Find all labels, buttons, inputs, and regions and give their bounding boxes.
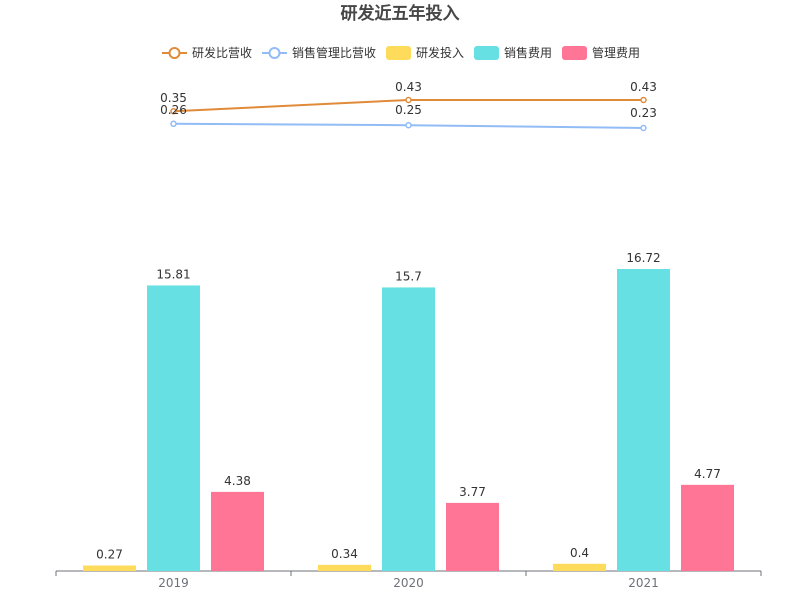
x-tick-label: 2020 (393, 576, 424, 590)
line-value-label: 0.43 (395, 80, 422, 94)
bar (446, 502, 499, 571)
bar (382, 287, 435, 571)
legend-swatch-icon (474, 46, 499, 60)
bar (147, 285, 200, 571)
line-point (640, 96, 647, 104)
line-point (405, 96, 412, 104)
bar-value-label: 15.81 (156, 267, 190, 281)
bar-value-label: 15.7 (395, 269, 422, 283)
x-tick-label: 2021 (628, 576, 659, 590)
line-point (405, 121, 412, 129)
legend-label: 研发比营收 (192, 45, 252, 60)
lines: 0.35 0.43 0.43 0.26 0.25 0.23 (160, 80, 657, 132)
bar-value-label: 16.72 (626, 251, 660, 265)
legend-swatch-icon (562, 46, 587, 60)
bar (681, 484, 734, 571)
line-value-label: 0.26 (160, 103, 187, 117)
legend: 研发比营收 销售管理比营收 研发投入 销售费用 管理费用 (162, 45, 640, 60)
line-value-label: 0.25 (395, 103, 422, 117)
chart-title: 研发近五年投入 (341, 3, 460, 24)
bar-value-label: 4.38 (224, 474, 251, 488)
legend-item[interactable]: 研发比营收 (162, 45, 252, 60)
line-point (170, 120, 177, 128)
bar-value-label: 0.34 (331, 547, 358, 561)
legend-circle-icon (268, 47, 281, 59)
bar (211, 491, 264, 571)
x-axis: 2019 2020 2021 (55, 570, 762, 590)
bar (318, 564, 371, 571)
bars: 0.27 0.34 0.4 15.81 15.7 16.72 4.38 3.77 4.77 (83, 251, 734, 571)
legend-label: 销售费用 (504, 45, 552, 60)
legend-label: 管理费用 (592, 45, 640, 60)
x-tick-label: 2019 (158, 576, 189, 590)
legend-item[interactable]: 销售费用 (474, 45, 552, 60)
bar-value-label: 4.77 (694, 467, 721, 481)
legend-item[interactable]: 研发投入 (386, 45, 464, 60)
legend-label: 研发投入 (416, 45, 464, 60)
line-value-label: 0.35 (160, 91, 187, 105)
line-point (170, 107, 177, 115)
legend-circle-icon (168, 47, 181, 59)
legend-swatch-icon (386, 46, 411, 60)
legend-item[interactable]: 销售管理比营收 (262, 45, 376, 60)
bar-value-label: 0.27 (96, 548, 123, 562)
line-value-label: 0.23 (630, 106, 657, 120)
bar (617, 269, 670, 571)
line-value-label: 0.43 (630, 80, 657, 94)
bar-value-label: 3.77 (459, 485, 486, 499)
bar (83, 565, 136, 571)
line-point (640, 124, 647, 132)
bar-value-label: 0.4 (570, 546, 589, 560)
legend-item[interactable]: 管理费用 (562, 45, 640, 60)
legend-label: 销售管理比营收 (292, 45, 376, 60)
bar (553, 563, 606, 571)
